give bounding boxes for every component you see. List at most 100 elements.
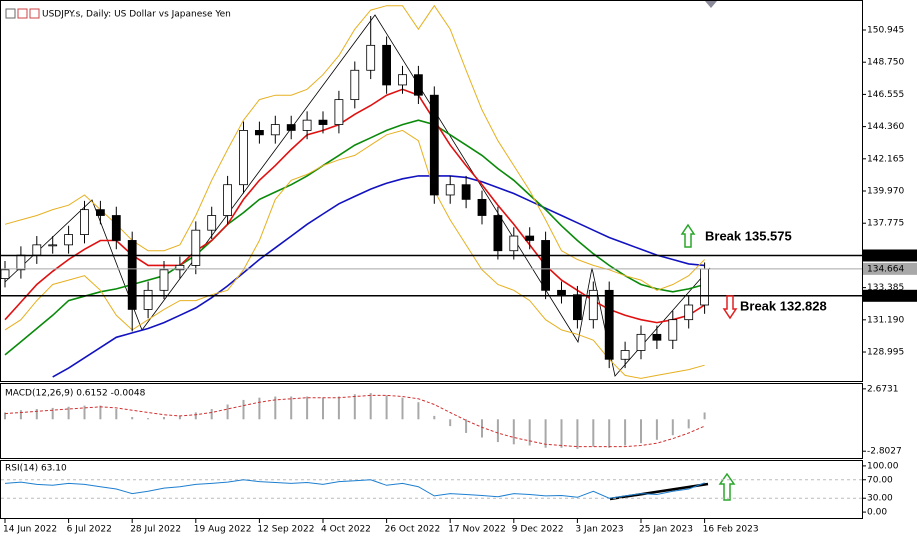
candle-body <box>429 94 439 196</box>
macd-bar <box>703 412 706 420</box>
y-tick-label: 30.00 <box>867 494 893 504</box>
macd-bar <box>51 407 54 420</box>
y-tick-label: 131.190 <box>867 315 904 325</box>
macd-bar <box>83 405 86 420</box>
candle-body <box>191 229 201 266</box>
macd-bar <box>99 405 102 420</box>
rsi-trendline <box>609 482 709 501</box>
ma-line <box>4 129 705 379</box>
rsi-title: RSI(14) 63.10 <box>5 464 67 474</box>
y-tick-label: 133.385 <box>867 283 904 293</box>
macd-bar <box>147 418 150 420</box>
candle-body <box>127 240 137 310</box>
icon <box>5 8 16 19</box>
macd-bar <box>687 419 690 429</box>
macd-bar <box>226 404 229 420</box>
candle-body <box>445 184 455 196</box>
candle-body <box>16 254 26 271</box>
macd-bar <box>242 399 245 420</box>
candle-body <box>557 289 566 296</box>
x-tick-label: 6 Jul 2022 <box>67 525 112 535</box>
price-label: 132.828 <box>867 291 904 301</box>
x-tick-label: 28 Jul 2022 <box>130 525 181 535</box>
macd-bar <box>640 419 642 444</box>
macd-bar <box>35 409 38 420</box>
candle-body <box>366 44 376 71</box>
macd-bar <box>385 395 388 420</box>
macd-bar <box>322 397 324 420</box>
macd-bar <box>290 396 293 420</box>
macd-bar <box>608 419 611 448</box>
y-tick-label: 2.6731 <box>867 384 899 394</box>
candle-body <box>413 74 423 96</box>
candle-body <box>509 235 519 252</box>
candle-body <box>223 184 233 216</box>
macd-bar <box>671 419 674 436</box>
x-tick-label: 14 Jun 2022 <box>3 525 57 535</box>
macd-bar <box>544 419 547 448</box>
candle-body <box>286 124 296 131</box>
price-label: 135.575 <box>867 251 904 261</box>
candle-body <box>302 119 312 131</box>
macd-bar <box>433 415 436 420</box>
macd-bar <box>449 419 452 427</box>
candle-body <box>143 289 153 310</box>
candle-body <box>684 304 694 321</box>
candle-body <box>573 294 582 321</box>
macd-bar <box>465 419 468 433</box>
x-tick-label: 17 Nov 2022 <box>448 525 506 535</box>
candle-body <box>159 269 169 291</box>
macd-bar <box>274 396 277 420</box>
macd-bar <box>19 410 22 420</box>
candle-body <box>700 268 709 306</box>
macd-bar <box>353 394 356 420</box>
candle-body <box>382 44 392 86</box>
macd-bar <box>67 406 70 420</box>
annotation: Break 132.828 <box>740 298 827 313</box>
candle-body <box>398 74 407 86</box>
icon <box>17 8 28 19</box>
x-tick-label: 16 Feb 2023 <box>703 525 759 535</box>
candle-body <box>318 119 328 125</box>
macd-bar <box>163 417 165 420</box>
candle-body <box>96 209 105 216</box>
signal-line <box>4 394 705 448</box>
candle-body <box>350 69 360 101</box>
candle-body <box>32 244 42 256</box>
macd-bar <box>210 409 213 420</box>
price-label-bg <box>863 262 917 275</box>
y-tick-label: 0.00 <box>867 508 887 518</box>
candle-body <box>652 333 662 341</box>
ma-line <box>52 175 705 378</box>
price-label-bg <box>863 249 917 262</box>
macd-bar <box>369 393 372 420</box>
y-tick-label: 148.750 <box>867 58 904 68</box>
ma-line <box>4 4 705 291</box>
y-tick-label: 128.995 <box>867 348 904 358</box>
price-label-bg <box>863 289 917 302</box>
candle-body <box>48 244 58 247</box>
candle-body <box>493 215 503 252</box>
macd-bar <box>512 419 515 445</box>
candle-body <box>461 184 471 200</box>
macd-bar <box>655 419 658 440</box>
candle-body <box>334 99 344 125</box>
macd-bar <box>576 419 579 449</box>
candle-body <box>254 130 264 136</box>
macd-bar <box>481 419 483 438</box>
annotation-arrow <box>722 295 738 320</box>
y-tick-label: 100.00 <box>867 461 899 471</box>
ma-line <box>4 119 705 356</box>
macd-bar <box>496 419 499 443</box>
candle-body <box>477 198 487 216</box>
x-tick-label: 19 Aug 2022 <box>194 525 252 535</box>
y-tick-label: 139.970 <box>867 187 904 197</box>
macd-bar <box>4 412 6 420</box>
macd-bar <box>417 402 420 420</box>
candle-body <box>588 289 598 321</box>
candle-body <box>239 130 248 186</box>
y-tick-label: 70.00 <box>867 475 893 485</box>
candle-body <box>175 264 185 271</box>
